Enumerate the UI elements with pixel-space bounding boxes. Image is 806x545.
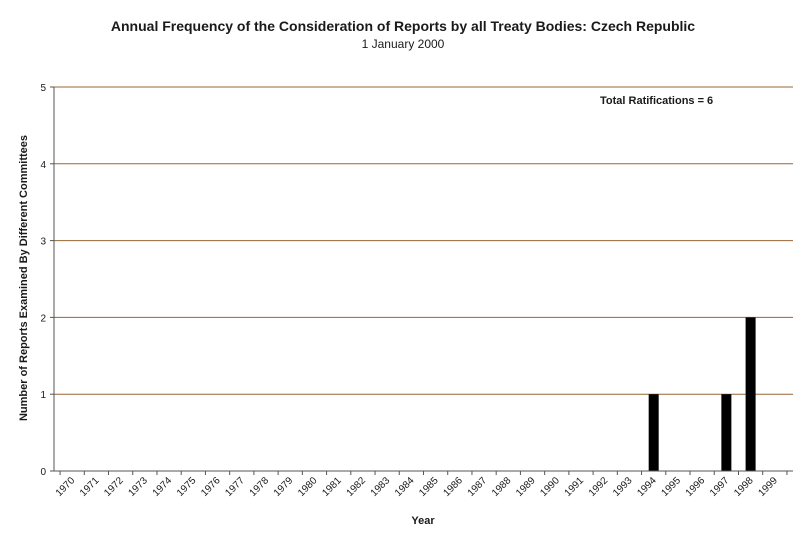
axes <box>50 86 793 475</box>
x-tick-label-1984: 1984 <box>393 475 417 499</box>
x-tick-label-1993: 1993 <box>611 475 635 499</box>
x-tick-label-1985: 1985 <box>417 475 441 499</box>
x-tick-label-1974: 1974 <box>151 475 175 499</box>
x-tick-label-1972: 1972 <box>102 475 126 499</box>
x-tick-label-1999: 1999 <box>756 475 780 499</box>
y-tick-label-4: 4 <box>40 160 46 171</box>
x-tick-label-1982: 1982 <box>345 475 369 499</box>
x-tick-label-1980: 1980 <box>296 475 320 499</box>
x-tick-label-1983: 1983 <box>369 475 393 499</box>
x-tick-label-1987: 1987 <box>466 475 490 499</box>
x-tick-label-1996: 1996 <box>684 475 708 499</box>
x-tick-label-1990: 1990 <box>538 475 562 499</box>
x-axis-label: Year <box>411 515 435 527</box>
chart-title: Annual Frequency of the Consideration of… <box>110 18 696 34</box>
y-axis-label: Number of Reports Examined By Different … <box>18 135 30 421</box>
x-tick-label-1970: 1970 <box>54 475 78 499</box>
x-tick-label-1998: 1998 <box>732 475 756 499</box>
x-tick-label-1975: 1975 <box>175 475 199 499</box>
total-ratifications-annotation: Total Ratifications = 6 <box>600 95 713 107</box>
x-tick-label-1988: 1988 <box>490 475 514 499</box>
bar-1994 <box>648 394 659 471</box>
x-tick-label-1995: 1995 <box>660 475 684 499</box>
y-tick-label-0: 0 <box>40 467 46 478</box>
x-tick-label-1978: 1978 <box>248 475 272 499</box>
gridlines <box>54 86 793 395</box>
x-tick-label-1992: 1992 <box>587 475 611 499</box>
x-tick-label-1989: 1989 <box>514 475 538 499</box>
x-tick-label-1971: 1971 <box>78 475 102 499</box>
x-tick-label-1991: 1991 <box>563 475 587 499</box>
y-tick-label-1: 1 <box>40 390 46 401</box>
y-tick-label-3: 3 <box>40 237 46 248</box>
x-tick-labels: 1970 1971 1972 1973 1974 1975 1976 1977 1978 1979… <box>54 475 780 499</box>
y-tick-label-2: 2 <box>40 313 46 324</box>
y-tick-labels: 0 1 2 3 4 5 <box>40 83 46 478</box>
x-tick-label-1986: 1986 <box>441 475 465 499</box>
bar-1998 <box>745 317 756 471</box>
y-tick-label-5: 5 <box>40 83 46 94</box>
bar-1997 <box>721 394 732 471</box>
x-tick-label-1997: 1997 <box>708 475 732 499</box>
x-tick-label-1976: 1976 <box>199 475 223 499</box>
x-tick-label-1981: 1981 <box>320 475 344 499</box>
x-tick-label-1977: 1977 <box>223 475 247 499</box>
bars <box>648 317 756 471</box>
x-tick-label-1979: 1979 <box>272 475 296 499</box>
chart-subtitle: 1 January 2000 <box>361 37 445 51</box>
x-tick-label-1973: 1973 <box>126 475 150 499</box>
x-tick-label-1994: 1994 <box>635 475 659 499</box>
